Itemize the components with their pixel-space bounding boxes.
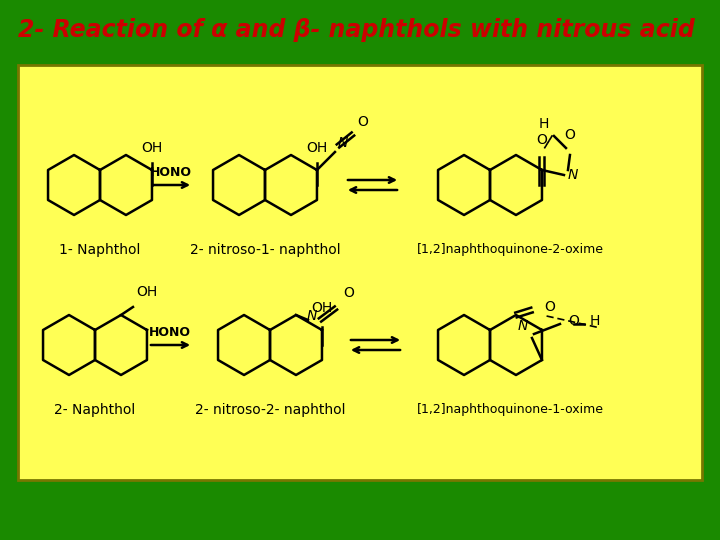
Text: OH: OH xyxy=(136,285,157,299)
Text: O: O xyxy=(568,314,579,328)
Text: O: O xyxy=(536,133,547,147)
Text: N: N xyxy=(307,309,317,323)
Text: HONO: HONO xyxy=(149,326,191,339)
Text: OH: OH xyxy=(306,141,328,155)
Text: 2- nitroso-2- naphthol: 2- nitroso-2- naphthol xyxy=(194,403,346,417)
Text: N: N xyxy=(338,136,348,150)
Text: O: O xyxy=(564,128,575,142)
Text: 2- nitroso-1- naphthol: 2- nitroso-1- naphthol xyxy=(189,243,341,257)
Text: H: H xyxy=(590,314,600,328)
Text: N: N xyxy=(518,319,528,333)
Text: O: O xyxy=(357,115,368,129)
Text: N: N xyxy=(568,168,578,182)
Text: 2- Reaction of α and β- naphthols with nitrous acid: 2- Reaction of α and β- naphthols with n… xyxy=(18,18,695,42)
Text: H: H xyxy=(539,117,549,131)
Text: 2- Naphthol: 2- Naphthol xyxy=(55,403,135,417)
Text: OH: OH xyxy=(311,301,332,315)
Text: [1,2]naphthoquinone-1-oxime: [1,2]naphthoquinone-1-oxime xyxy=(416,403,603,416)
Text: HONO: HONO xyxy=(150,165,192,179)
Text: 1- Naphthol: 1- Naphthol xyxy=(59,243,140,257)
Text: [1,2]naphthoquinone-2-oxime: [1,2]naphthoquinone-2-oxime xyxy=(416,243,603,256)
Text: O: O xyxy=(343,286,354,300)
Text: OH: OH xyxy=(141,141,163,155)
FancyBboxPatch shape xyxy=(18,65,702,480)
Text: O: O xyxy=(544,300,555,314)
